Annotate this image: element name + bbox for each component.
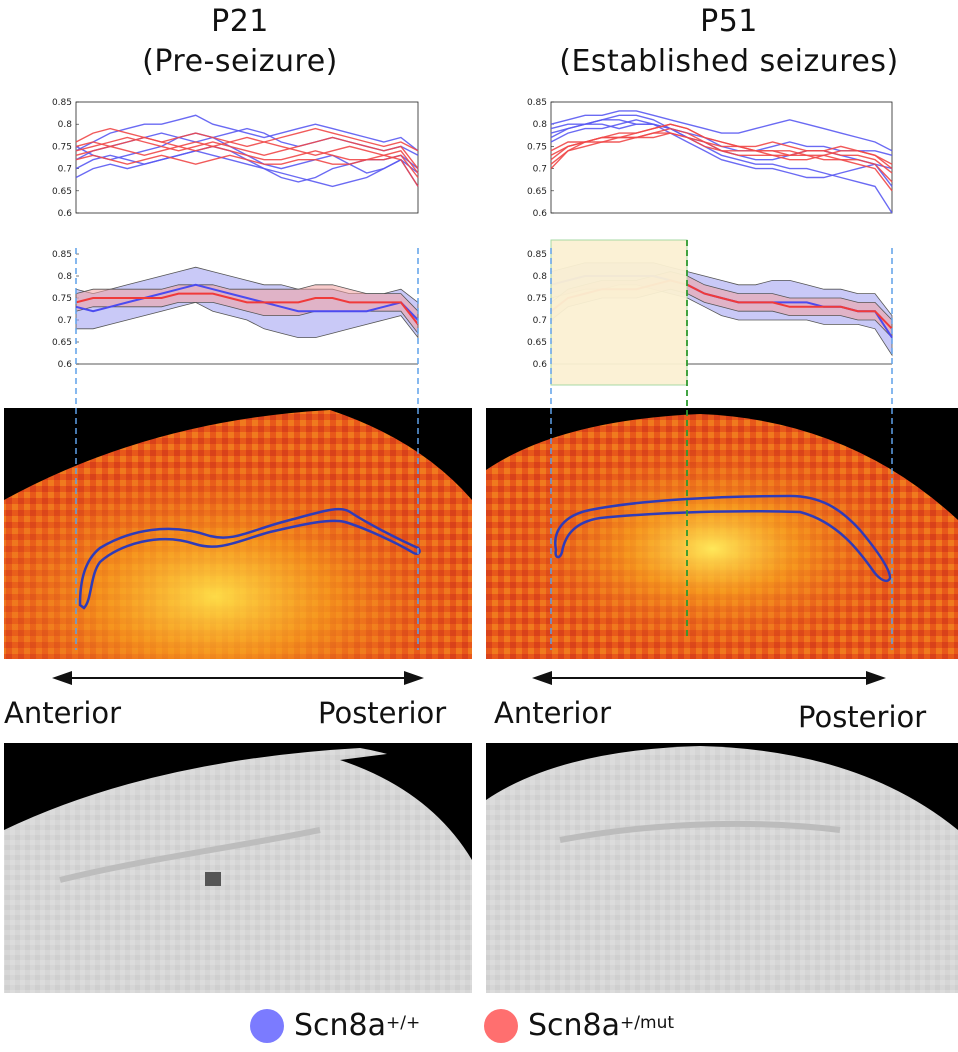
roi-outline-p51 xyxy=(554,494,892,583)
y-tick-label: 0.85 xyxy=(52,98,72,108)
y-tick-label: 0.7 xyxy=(58,165,72,175)
y-tick-label: 0.75 xyxy=(527,294,547,304)
legend-swatch-wt xyxy=(250,1008,284,1043)
label-anterior-right: Anterior xyxy=(494,696,612,730)
title-p51-line1: P51 xyxy=(700,4,758,39)
series-line-mut-6 xyxy=(75,136,419,170)
y-tick-label: 0.6 xyxy=(58,360,73,370)
chart-p21-individual: 0.6 0.65 0.7 0.75 0.8 0.85 xyxy=(52,98,419,219)
mri-p21 xyxy=(4,743,472,993)
title-p51-line2: (Established seizures) xyxy=(559,44,899,79)
y-tick-label: 0.6 xyxy=(533,360,548,370)
y-tick-label: 0.75 xyxy=(52,142,72,152)
mean-line-mut xyxy=(75,292,419,326)
series-line-wt-3 xyxy=(75,150,419,188)
series-line-mut-6 xyxy=(550,127,893,170)
y-tick-label: 0.8 xyxy=(533,272,548,282)
y-tick-label: 0.65 xyxy=(52,338,72,348)
plot-frame xyxy=(550,101,893,214)
chart-p51-individual: 0.6 0.65 0.7 0.75 0.8 0.85 xyxy=(527,98,893,219)
legend-sup-mut: +/mut xyxy=(620,1012,675,1033)
arrow-left-panel xyxy=(52,671,424,685)
y-tick-label: 0.75 xyxy=(52,294,72,304)
legend-label-mut: Scn8a xyxy=(528,1008,621,1043)
chart-p21-mean: 0.6 0.65 0.7 0.75 0.8 0.85 xyxy=(52,250,419,370)
plot-frame xyxy=(75,101,419,214)
y-tick-label: 0.6 xyxy=(58,209,73,219)
y-tick-label: 0.7 xyxy=(533,165,547,175)
y-tick-label: 0.85 xyxy=(52,250,72,260)
label-posterior-right: Posterior xyxy=(798,700,927,734)
y-tick-label: 0.7 xyxy=(533,316,547,326)
title-p51: P51 (Established seizures) xyxy=(500,2,958,82)
series-line-mut-9 xyxy=(550,123,893,192)
highlight-region xyxy=(550,239,688,386)
series-line-wt-3 xyxy=(550,119,893,187)
arrow-right-panel xyxy=(532,671,886,685)
y-tick-label: 0.65 xyxy=(527,187,547,197)
series-line-mut-9 xyxy=(75,136,419,187)
y-tick-label: 0.7 xyxy=(58,316,72,326)
y-tick-label: 0.85 xyxy=(527,98,547,108)
legend-label-wt: Scn8a xyxy=(294,1008,387,1043)
heatmap-p51 xyxy=(486,408,958,659)
series-line-mut-5 xyxy=(75,127,419,152)
series-line-mut-8 xyxy=(75,154,419,178)
legend-swatch-mut xyxy=(484,1008,518,1043)
legend-sup-wt: +/+ xyxy=(386,1012,421,1033)
title-p21-line1: P21 xyxy=(211,4,269,39)
y-tick-label: 0.8 xyxy=(58,272,73,282)
y-tick-label: 0.6 xyxy=(533,209,548,219)
y-tick-label: 0.8 xyxy=(533,120,548,130)
series-line-wt-4 xyxy=(550,114,893,214)
y-tick-label: 0.8 xyxy=(58,120,73,130)
legend-item-mut: Scn8a +/mut xyxy=(484,1008,674,1043)
label-posterior-left: Posterior xyxy=(318,696,447,730)
y-tick-label: 0.65 xyxy=(527,338,547,348)
series-line-wt-0 xyxy=(75,114,419,152)
series-line-mut-7 xyxy=(75,141,419,174)
roi-outline-p21 xyxy=(78,507,421,610)
y-tick-label: 0.75 xyxy=(527,142,547,152)
legend: Scn8a +/+ Scn8a +/mut xyxy=(0,1008,958,1052)
y-tick-label: 0.85 xyxy=(527,250,547,260)
label-anterior-left: Anterior xyxy=(4,696,122,730)
series-line-mut-8 xyxy=(550,132,893,183)
series-line-wt-0 xyxy=(550,110,893,152)
title-p21: P21 (Pre-seizure) xyxy=(60,2,420,82)
heatmap-p21 xyxy=(4,408,472,659)
title-p21-line2: (Pre-seizure) xyxy=(142,44,338,79)
legend-item-wt: Scn8a +/+ xyxy=(250,1008,420,1043)
y-tick-label: 0.65 xyxy=(52,187,72,197)
mean-line-wt xyxy=(75,283,419,321)
mri-p51 xyxy=(486,743,958,993)
